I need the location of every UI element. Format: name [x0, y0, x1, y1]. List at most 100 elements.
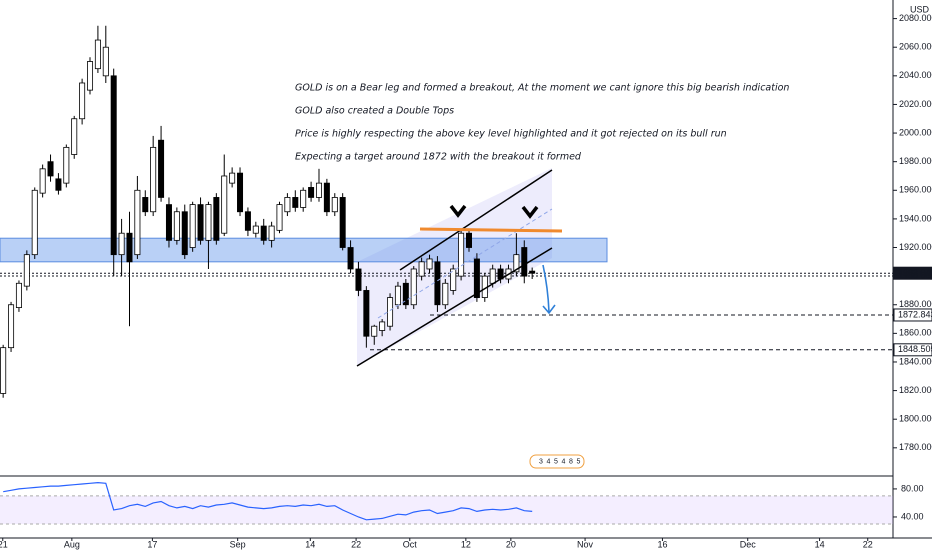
candle-body [94, 39, 101, 70]
candle-body [473, 258, 480, 298]
y-tick-label: 40.00 [901, 511, 924, 521]
event-label: 5 [577, 458, 581, 465]
candle-body [371, 325, 378, 337]
x-tick-label: 22 [351, 539, 361, 549]
candle-body [102, 46, 109, 77]
candle-body [489, 268, 496, 284]
candle-body [387, 297, 394, 327]
annotation: GOLD is on a Bear leg and formed a break… [295, 83, 789, 94]
price-label-box [893, 343, 932, 357]
y-tick-label: 1840.000 [899, 356, 932, 366]
candle-body [347, 247, 354, 270]
event-label: 3 [539, 458, 543, 465]
x-tick-label: Nov [577, 539, 594, 549]
candle-body [458, 232, 465, 277]
candle-body [150, 146, 157, 213]
candle-body [181, 211, 188, 256]
x-tick-label: 16 [657, 539, 667, 549]
x-tick-label: Aug [64, 539, 80, 549]
candle-body [165, 204, 172, 241]
price-label: 1900.048 [898, 270, 932, 280]
price-label: 1872.843 [898, 309, 932, 319]
candle-body [71, 118, 78, 155]
candle-body [363, 290, 370, 337]
candle-body [126, 232, 133, 263]
candle-body [442, 282, 449, 306]
candle-body [521, 247, 528, 277]
x-tick-label: 14 [815, 539, 825, 549]
candle-body [134, 189, 141, 256]
candle-body [260, 225, 267, 241]
event-label: 8 [569, 458, 573, 465]
candle-body [197, 204, 204, 241]
y-tick-label: 1960.000 [899, 185, 932, 195]
candle-body [450, 268, 457, 291]
arrow-head [542, 304, 556, 315]
target-arrow [542, 264, 550, 313]
y-tick-label: 2020.000 [899, 99, 932, 109]
y-tick-label: 2080.000 [899, 13, 932, 23]
y-tick-label: 1880.000 [899, 299, 932, 309]
candle-body [410, 268, 417, 306]
y-tick-label: 1860.000 [899, 328, 932, 338]
candle-body [244, 211, 251, 231]
candle-body [142, 197, 149, 213]
candle-body [315, 182, 322, 198]
candle-body [300, 189, 307, 208]
top-marker [449, 204, 467, 218]
candle-body [0, 347, 7, 394]
candle-body [308, 187, 315, 198]
candle-body [355, 268, 362, 291]
candle-body [221, 175, 228, 234]
candle-body [284, 197, 291, 213]
x-tick-label: 12 [461, 539, 471, 549]
candle-body [466, 232, 473, 248]
channel-mid [377, 208, 553, 319]
y-tick-label: 1800.000 [899, 414, 932, 424]
candle-body [276, 204, 283, 231]
candle-body [213, 197, 220, 241]
event-label: 5 [554, 458, 558, 465]
candle-body [15, 282, 22, 309]
y-tick-label: 1980.000 [899, 156, 932, 166]
candle-body [205, 204, 212, 241]
candle-body [529, 270, 536, 274]
channel-upper [399, 169, 553, 271]
resistance-line [419, 227, 563, 233]
y-tick-label: 80.00 [901, 483, 924, 493]
y-tick-label: 1820.000 [899, 385, 932, 395]
candle-body [173, 211, 180, 241]
x-tick-label: 20 [506, 539, 516, 549]
event-label: 4 [562, 458, 566, 465]
candle-body [47, 161, 54, 177]
y-tick-label: 1940.000 [899, 213, 932, 223]
y-tick-label: 2060.000 [899, 42, 932, 52]
price-label: 1902.040 [898, 268, 932, 278]
y-tick-label: 2040.000 [899, 70, 932, 80]
candle-body [268, 225, 275, 241]
x-tick-label: 14 [305, 539, 315, 549]
currency: USD [910, 4, 930, 14]
top-marker [521, 205, 539, 219]
x-tick-label: Oct [403, 539, 418, 549]
price-label-box [893, 266, 932, 280]
candle-body [63, 146, 70, 184]
candle-body [87, 61, 94, 91]
candle-body [118, 232, 125, 256]
x-tick-label: Dec [740, 539, 757, 549]
candle-body [8, 304, 15, 349]
candle-body [237, 172, 244, 213]
candle-body [229, 172, 236, 184]
candle-body [394, 285, 401, 306]
annotation: GOLD also created a Double Tops [295, 106, 454, 117]
candle-body [434, 261, 441, 306]
candle-body [331, 197, 338, 213]
candle-body [252, 225, 259, 234]
channel-area [357, 168, 552, 366]
event-label: 4 [547, 458, 551, 465]
candle-body [323, 182, 330, 213]
candle-body [189, 204, 196, 248]
annotation: Price is highly respecting the above key… [295, 129, 727, 140]
candle-body [31, 189, 38, 256]
